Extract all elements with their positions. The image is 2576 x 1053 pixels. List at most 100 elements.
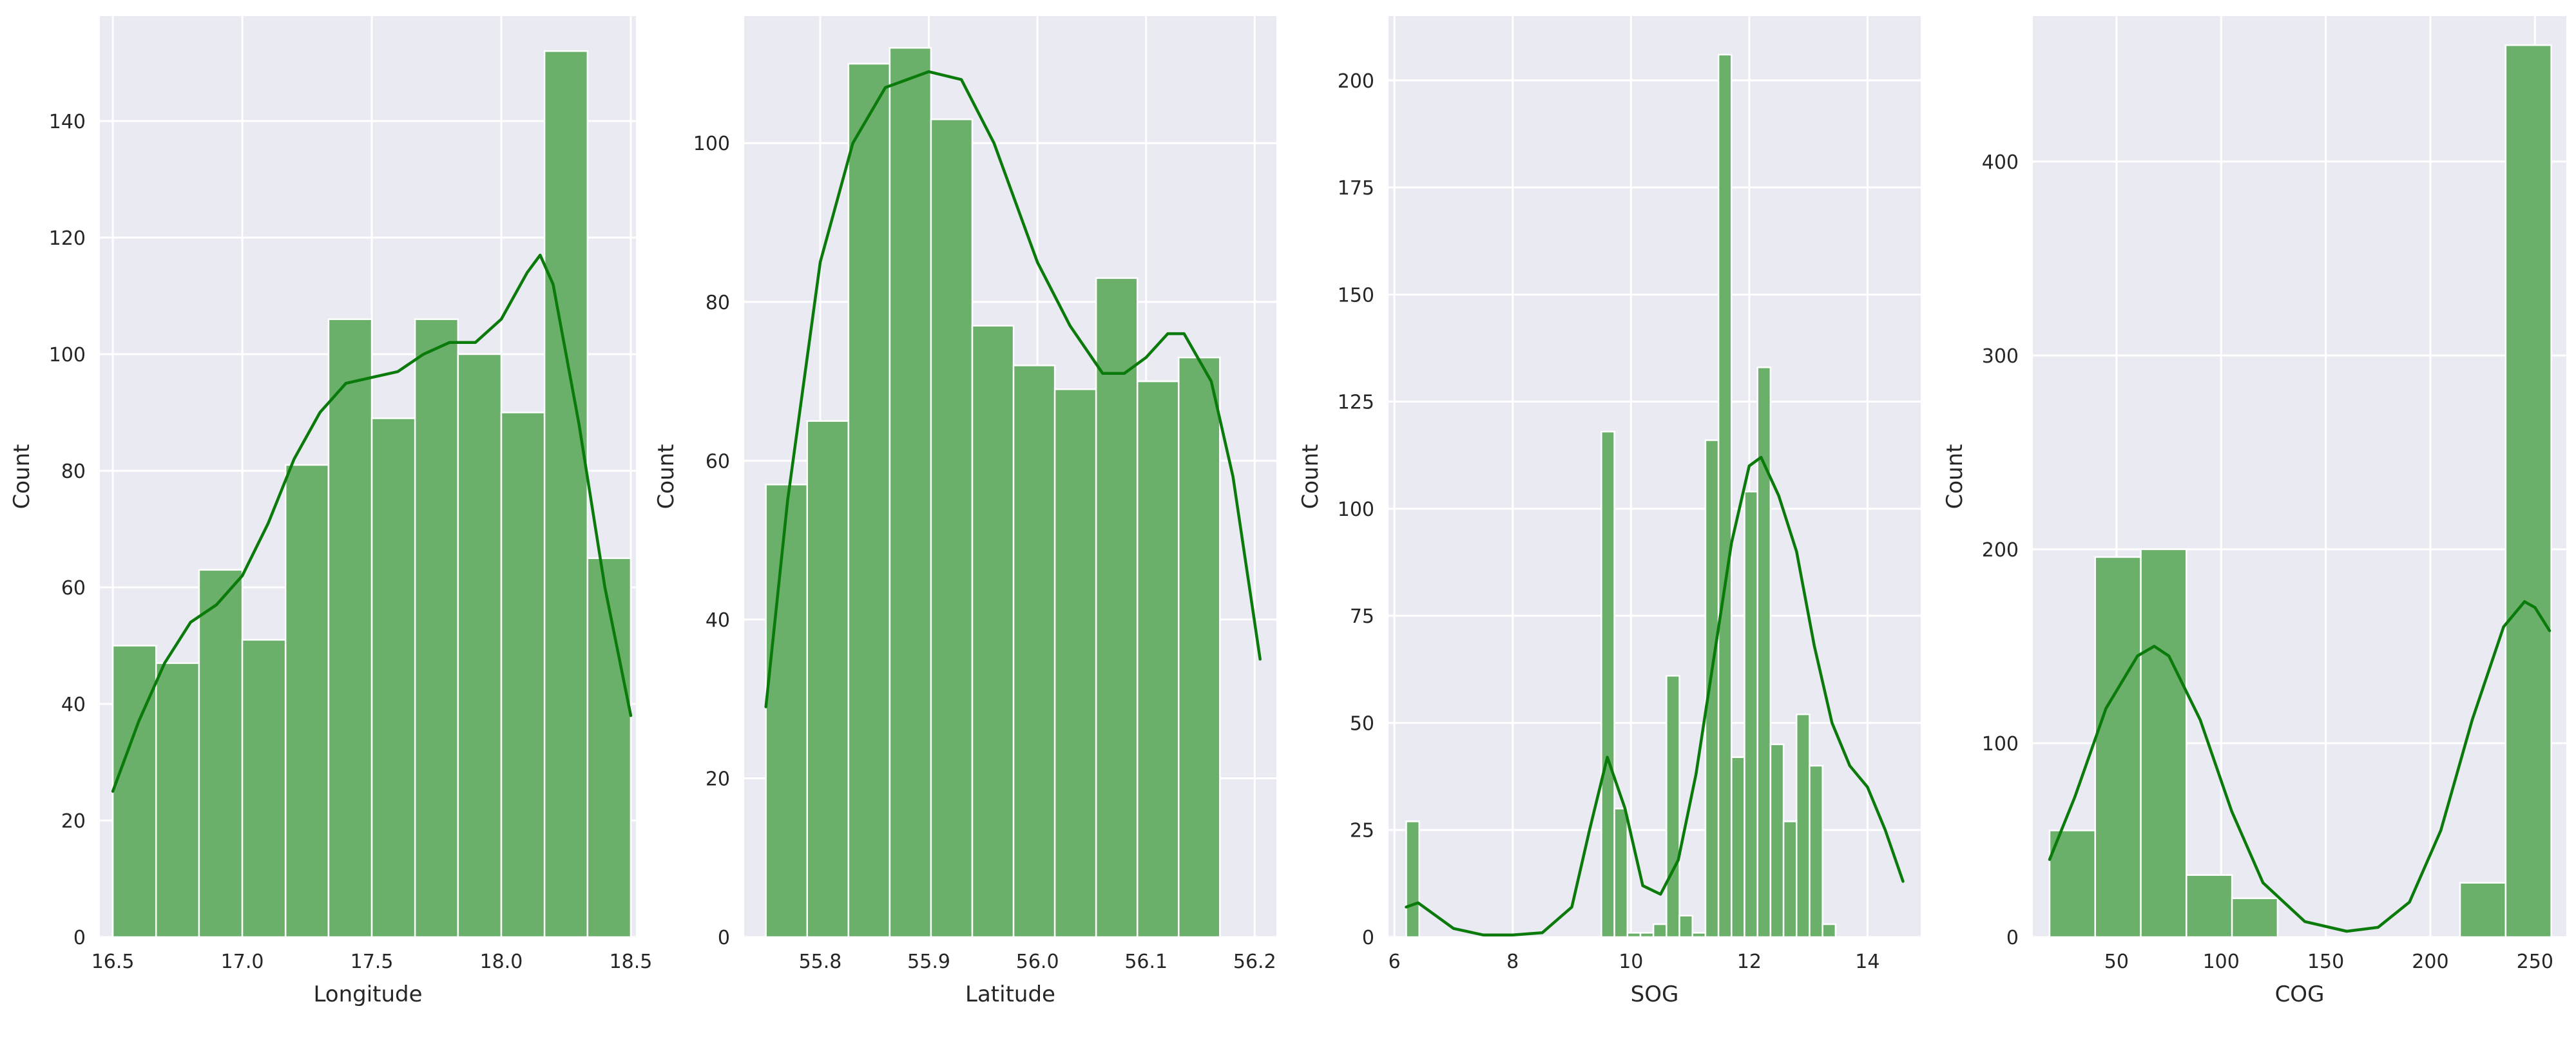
- x-tick-label: 250: [2517, 951, 2553, 973]
- y-tick-label: 60: [61, 577, 86, 600]
- subplot-cog: 50 100 150 200 250 0 100 200 300 400 COG Count: [1942, 16, 2566, 1007]
- x-tick-label: 56.2: [1233, 951, 1276, 973]
- y-axis-label: Count: [1298, 444, 1323, 509]
- histogram-bar: [2140, 548, 2187, 938]
- histogram-bar: [1821, 923, 1837, 938]
- x-axis-label: COG: [2275, 982, 2325, 1007]
- y-tick-label: 125: [1338, 392, 1374, 414]
- histogram-bar: [155, 662, 200, 938]
- kde-line: [764, 70, 1262, 708]
- y-tick-label: 25: [1350, 820, 1374, 842]
- y-tick-label: 140: [49, 111, 86, 133]
- y-axis-label: Count: [9, 444, 35, 509]
- y-tick-label: 0: [718, 927, 730, 949]
- subplot-latitude: 55.8 55.9 56.0 56.1 56.2 0 20 40 60 80 100 Latitude…: [653, 16, 1276, 1007]
- histogram-bar: [500, 412, 546, 938]
- x-tick-label: 55.9: [907, 951, 950, 973]
- x-tick-label: 55.8: [799, 951, 842, 973]
- y-tick-label: 150: [1338, 284, 1374, 307]
- y-tick-label: 200: [1338, 70, 1374, 93]
- histogram-bar: [1796, 713, 1811, 938]
- x-tick-label: 17.0: [221, 951, 264, 973]
- histogram-bar: [847, 62, 891, 938]
- histogram-bar: [1704, 439, 1720, 938]
- y-tick-label: 80: [706, 292, 730, 314]
- x-tick-label: 10: [1619, 951, 1643, 973]
- histogram-bar: [1691, 932, 1707, 938]
- histogram-bar: [1744, 491, 1758, 938]
- histogram-bar: [1639, 932, 1655, 938]
- y-tick-label: 100: [1982, 733, 2019, 755]
- y-tick-label: 400: [1982, 151, 2019, 174]
- x-tick-label: 100: [2203, 951, 2240, 973]
- histogram-bar: [1717, 53, 1733, 938]
- histogram-bar: [1053, 388, 1097, 938]
- y-tick-label: 50: [1350, 712, 1374, 735]
- histogram-bar: [198, 569, 244, 938]
- x-axis-label: SOG: [1631, 982, 1679, 1007]
- y-axis-label: Count: [1942, 444, 1968, 509]
- histogram-bar: [930, 119, 974, 938]
- histogram-bar: [806, 420, 850, 938]
- y-tick-label: 20: [61, 810, 86, 833]
- x-tick-label: 8: [1506, 951, 1519, 973]
- x-tick-label: 200: [2412, 951, 2448, 973]
- histogram-bar: [1756, 366, 1772, 938]
- histogram-bar: [1782, 821, 1798, 938]
- y-tick-label: 0: [1362, 927, 1374, 949]
- histogram-bar: [111, 645, 157, 938]
- histogram-bar: [1678, 915, 1693, 938]
- histogram-bar: [1095, 277, 1139, 938]
- histogram-bar: [457, 353, 503, 938]
- x-tick-label: 18.5: [610, 951, 653, 973]
- x-axis-label: Latitude: [965, 982, 1055, 1007]
- kde-line: [2048, 600, 2552, 933]
- plot-area: [1389, 16, 1921, 937]
- subplot-longitude: 16.5 17.0 17.5 18.0 18.5 0 20 40 60 80 100 120 140 Lo…: [9, 16, 652, 1007]
- y-tick-label: 100: [1338, 498, 1374, 521]
- histogram-bar: [765, 484, 809, 938]
- histogram-bar: [1731, 756, 1745, 938]
- histogram-bar: [1613, 808, 1629, 938]
- histogram-bar: [284, 464, 330, 938]
- x-tick-label: 16.5: [91, 951, 135, 973]
- kde-line: [1405, 455, 1905, 936]
- y-tick-label: 60: [706, 450, 730, 473]
- histogram-bar: [2459, 882, 2507, 938]
- y-tick-label: 120: [49, 227, 86, 250]
- kde-line: [111, 253, 633, 793]
- x-tick-label: 12: [1737, 951, 1762, 973]
- histogram-bar: [1405, 821, 1420, 938]
- histogram-bar: [889, 47, 932, 938]
- x-tick-label: 17.5: [351, 951, 394, 973]
- x-tick-label: 18.0: [480, 951, 523, 973]
- x-tick-label: 6: [1389, 951, 1401, 973]
- y-tick-label: 200: [1982, 539, 2019, 562]
- histogram-bar: [1666, 675, 1680, 938]
- histogram-bar: [370, 417, 416, 938]
- y-tick-label: 80: [61, 460, 86, 483]
- y-tick-label: 20: [706, 768, 730, 790]
- histogram-bar: [414, 318, 459, 938]
- histogram-bar: [2186, 874, 2233, 938]
- histogram-bar: [1600, 430, 1615, 938]
- histogram-bar: [2231, 897, 2279, 938]
- x-tick-label: 150: [2307, 951, 2344, 973]
- y-tick-label: 0: [2006, 927, 2019, 949]
- histogram-bar: [586, 557, 632, 938]
- y-tick-label: 0: [73, 927, 86, 949]
- histogram-bar: [1012, 365, 1056, 938]
- x-tick-label: 50: [2104, 951, 2129, 973]
- y-tick-label: 40: [706, 609, 730, 632]
- y-tick-label: 40: [61, 694, 86, 716]
- y-tick-label: 75: [1350, 605, 1374, 628]
- histogram-bar: [1626, 932, 1642, 938]
- histogram-bar: [1652, 923, 1668, 938]
- histogram-bar: [1178, 356, 1221, 938]
- histogram-bar: [2094, 556, 2142, 938]
- y-tick-label: 300: [1982, 345, 2019, 368]
- histogram-bar: [327, 318, 373, 938]
- x-tick-label: 56.0: [1016, 951, 1059, 973]
- histogram-bar: [543, 50, 589, 938]
